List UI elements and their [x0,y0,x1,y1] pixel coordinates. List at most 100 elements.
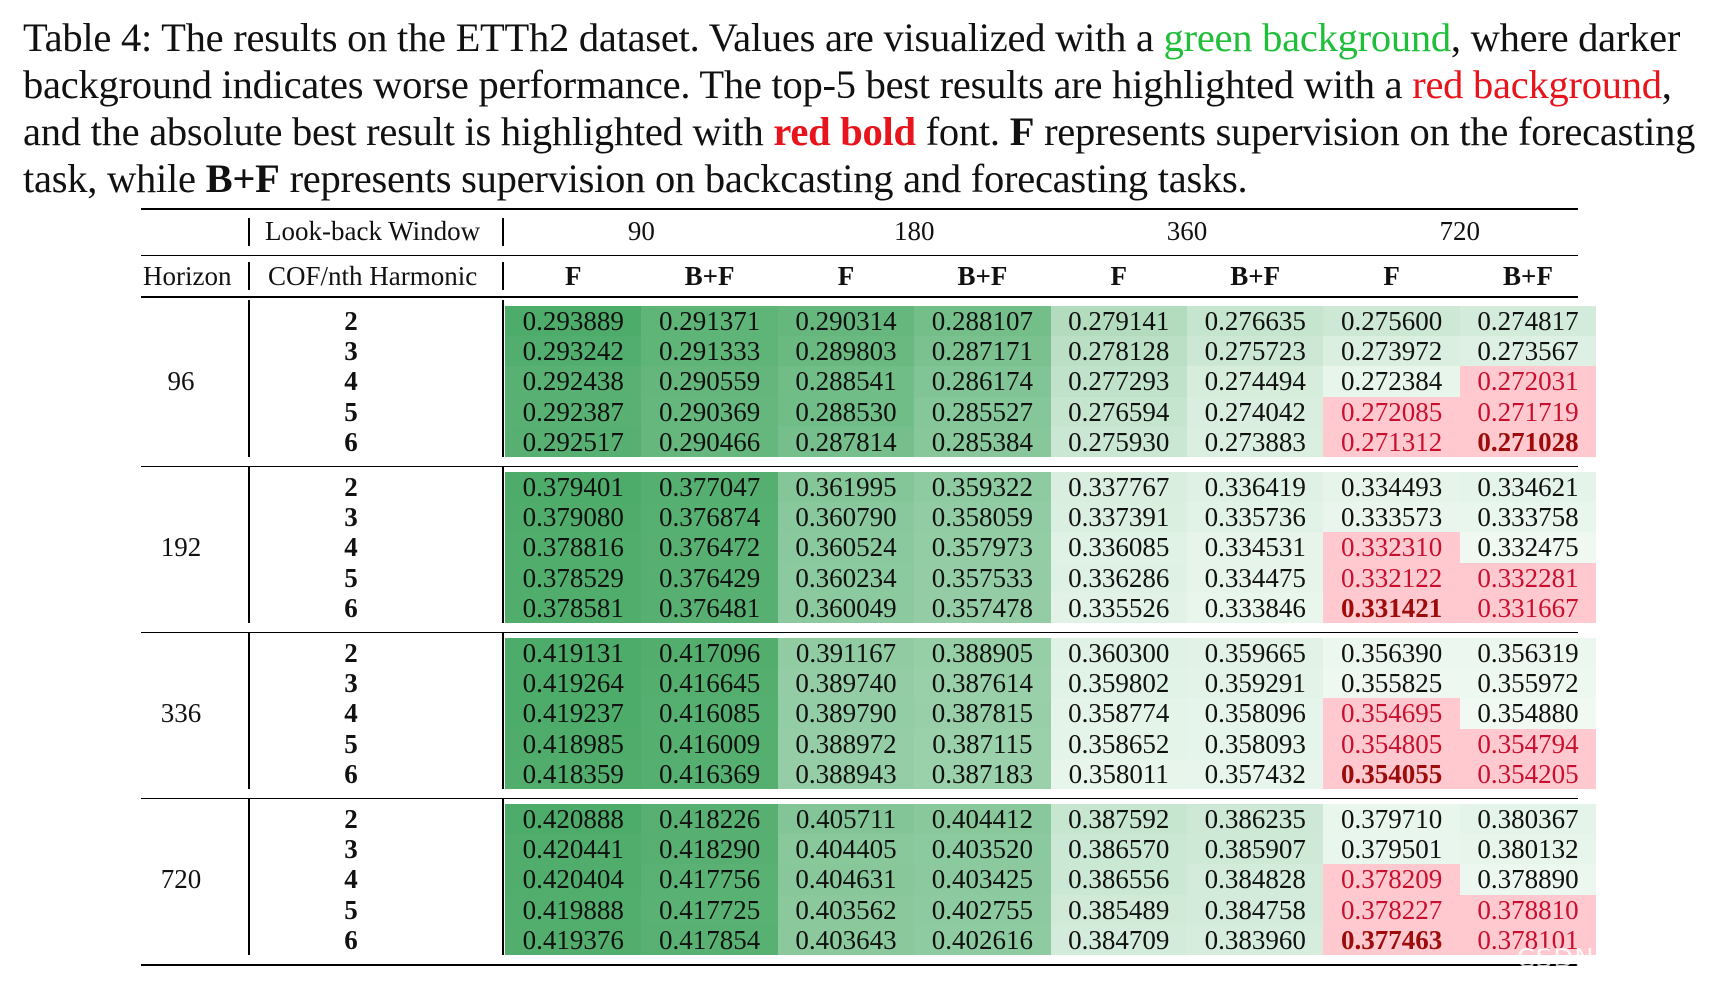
caption-green-phrase: green background [1163,15,1452,60]
result-cell: 0.387614 [914,668,1051,699]
result-cell: 0.389740 [777,668,915,699]
result-cell: 0.404412 [914,804,1051,835]
result-cell: 0.337767 [1050,472,1187,503]
result-cell: 0.403520 [914,834,1051,865]
result-cell: 0.389790 [777,698,915,729]
harmonic-index: 3 [344,834,358,865]
supervision-header: F [564,261,582,291]
window-header-90: 90 [627,216,655,246]
supervision-header: B+F [957,261,1008,291]
header-divider-1 [248,218,250,246]
caption-text-4: font. [915,109,1010,154]
result-cell: 0.360049 [777,592,915,623]
result-cell: 0.417756 [641,864,778,895]
result-cell: 0.273883 [1187,426,1324,457]
result-cell: 0.358652 [1050,728,1187,759]
result-cell: 0.274494 [1187,366,1324,397]
result-cell: 0.402755 [914,894,1051,925]
caption-red-phrase: red background [1412,62,1662,107]
horizon-value: 192 [160,532,202,563]
harmonic-index: 6 [344,426,358,457]
result-cell: 0.358093 [1187,728,1324,759]
harmonic-index: 2 [344,804,358,834]
result-cell: 0.402616 [914,924,1051,955]
result-cell: 0.378890 [1459,864,1597,895]
result-cell: 0.403643 [777,924,915,955]
result-cell: 0.376481 [641,592,778,623]
result-cell: 0.287814 [777,426,915,457]
result-cell: 0.334493 [1323,472,1460,503]
result-cell: 0.418985 [505,728,642,759]
result-cell: 0.376429 [641,562,778,593]
caption-text-5: represents supervision on the forecastin… [23,109,1696,201]
result-cell: 0.417725 [641,894,778,925]
result-cell: 0.354055 [1323,758,1460,789]
result-cell: 0.358096 [1187,698,1324,729]
result-cell: 0.358011 [1050,758,1187,789]
result-cell: 0.273567 [1459,336,1597,367]
result-cell: 0.332281 [1459,562,1597,593]
result-cell: 0.377047 [641,472,778,503]
result-cell: 0.386235 [1187,804,1324,835]
result-cell: 0.380367 [1459,804,1597,835]
result-cell: 0.293889 [505,306,642,337]
result-cell: 0.332122 [1323,562,1460,593]
result-cell: 0.404631 [777,864,915,895]
harmonic-index: 6 [344,758,358,789]
result-cell: 0.379710 [1323,804,1460,835]
supervision-header: B+F [684,261,735,291]
group-rule [141,798,1578,800]
result-cell: 0.387815 [914,698,1051,729]
group-divider [248,466,250,623]
caption-text-1: Table 4: The results on the ETTh2 datase… [23,15,1164,60]
result-cell: 0.272085 [1323,396,1460,427]
result-cell: 0.287171 [914,336,1051,367]
result-cell: 0.336085 [1050,532,1187,563]
result-cell: 0.272031 [1459,366,1597,397]
result-cell: 0.388972 [777,728,915,759]
result-cell: 0.292387 [505,396,642,427]
result-cell: 0.379501 [1323,834,1460,865]
result-cell: 0.404405 [777,834,915,865]
result-cell: 0.391167 [777,638,915,669]
result-cell: 0.359802 [1050,668,1187,699]
result-cell: 0.355972 [1459,668,1597,699]
result-cell: 0.354794 [1459,728,1597,759]
result-cell: 0.385907 [1187,834,1324,865]
result-cell: 0.285527 [914,396,1051,427]
result-cell: 0.417854 [641,924,778,955]
harmonic-index: 4 [344,864,358,895]
harmonic-index: 3 [344,668,358,699]
harmonic-index: 4 [344,698,358,729]
result-cell: 0.332310 [1323,532,1460,563]
harmonic-index: 6 [344,592,358,623]
result-cell: 0.360234 [777,562,915,593]
result-cell: 0.384758 [1187,894,1324,925]
result-cell: 0.274817 [1459,306,1597,337]
caption-text-6: represents supervision on backcasting an… [279,156,1248,201]
result-cell: 0.385489 [1050,894,1187,925]
result-cell: 0.379401 [505,472,642,503]
result-cell: 0.278128 [1050,336,1187,367]
result-cell: 0.359291 [1187,668,1324,699]
result-cell: 0.358774 [1050,698,1187,729]
window-header-180: 180 [893,216,935,246]
harmonic-index: 6 [344,924,358,955]
result-cell: 0.291371 [641,306,778,337]
result-cell: 0.357973 [914,532,1051,563]
result-cell: 0.356390 [1323,638,1460,669]
result-cell: 0.276594 [1050,396,1187,427]
result-cell: 0.286174 [914,366,1051,397]
lookback-window-label: Look-back Window [265,216,481,246]
harmonic-index: 4 [344,366,358,397]
result-cell: 0.419131 [505,638,642,669]
result-cell: 0.272384 [1323,366,1460,397]
harmonic-index: 5 [344,894,358,925]
group-divider [502,466,504,623]
result-cell: 0.376874 [641,502,778,533]
result-cell: 0.333846 [1187,592,1324,623]
caption-text-2: , where darker background indicates wors… [23,15,1681,107]
top-rule [141,208,1578,210]
result-cell: 0.377463 [1323,924,1460,955]
result-cell: 0.290314 [777,306,915,337]
